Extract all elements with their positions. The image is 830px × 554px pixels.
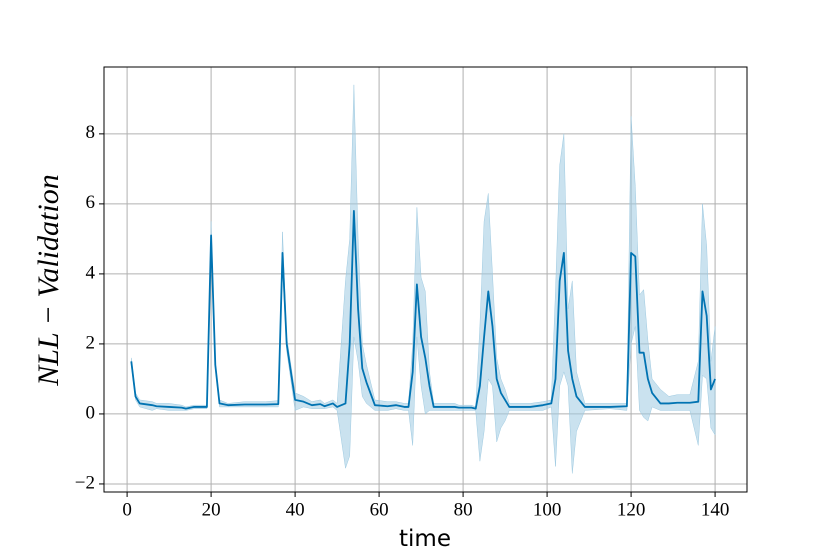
x-axis-label: time (399, 526, 451, 552)
x-tick-label: 0 (122, 499, 132, 520)
y-tick-label: 0 (86, 402, 96, 423)
y-axis-label: NLL − Validation (32, 174, 65, 386)
confidence-band (131, 84, 716, 474)
line (130, 209, 716, 410)
x-tick-label: 60 (370, 499, 389, 520)
plot-frame (103, 66, 748, 493)
x-tick-label: 140 (701, 499, 730, 520)
y-tick-label: 2 (86, 332, 96, 353)
x-tick-label: 120 (617, 499, 646, 520)
x-tick-label: 20 (202, 499, 221, 520)
x-tick-label: 40 (286, 499, 305, 520)
y-tick-label: 4 (86, 262, 96, 283)
y-tick-label: 6 (86, 192, 96, 213)
x-tick-label: 80 (454, 499, 473, 520)
x-tick-label: 100 (533, 499, 562, 520)
y-tick-label: −2 (75, 472, 95, 493)
y-tick-label: 8 (86, 122, 96, 143)
